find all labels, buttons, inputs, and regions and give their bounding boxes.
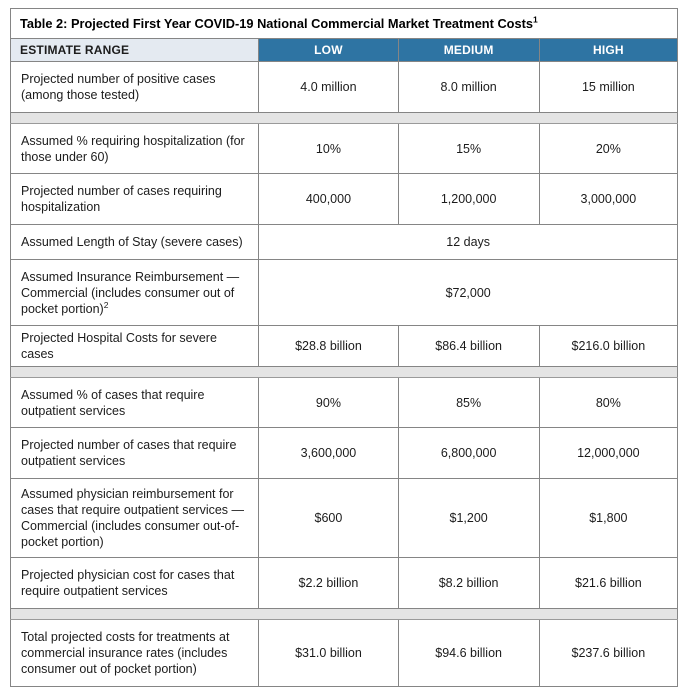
separator-bar (10, 112, 678, 124)
table-row: Assumed % requiring hospitalization (for… (9, 123, 679, 174)
header-row: ESTIMATE RANGE LOW MEDIUM HIGH (9, 38, 679, 62)
row-value-medium: 1,200,000 (397, 173, 540, 225)
footnote-marker-1: 1 (533, 14, 538, 25)
row-value-merged: 12 days (258, 224, 678, 260)
row-value-low: $600 (258, 478, 399, 558)
table-row: Assumed physician reimbursement for case… (9, 478, 679, 558)
column-header-low: LOW (258, 38, 399, 62)
row-value-low: 3,600,000 (258, 427, 399, 479)
row-value-low: $2.2 billion (258, 557, 399, 609)
row-value-medium: 15% (397, 123, 540, 174)
row-value-low: 90% (258, 377, 399, 428)
row-value-medium: 6,800,000 (397, 427, 540, 479)
table-2: Table 2: Projected First Year COVID-19 N… (9, 8, 679, 687)
row-label: Projected Hospital Costs for severe case… (9, 325, 260, 367)
column-header-estimate-range: ESTIMATE RANGE (9, 38, 260, 62)
table-row: Total projected costs for treatments at … (9, 619, 679, 687)
row-value-high: 12,000,000 (538, 427, 679, 479)
row-value-medium: 85% (397, 377, 540, 428)
table-row: Projected number of cases that require o… (9, 427, 679, 479)
table-title: Table 2: Projected First Year COVID-19 N… (10, 8, 678, 39)
row-value-low: 400,000 (258, 173, 399, 225)
row-value-low: 4.0 million (258, 61, 399, 113)
separator-row (10, 608, 678, 620)
row-value-medium: $86.4 billion (397, 325, 540, 367)
row-value-medium: $94.6 billion (397, 619, 540, 687)
table-row: Assumed Insurance Reimbursement — Commer… (9, 259, 678, 326)
row-label: Assumed Insurance Reimbursement — Commer… (9, 259, 260, 326)
separator-bar (10, 608, 678, 620)
row-value-high: 3,000,000 (538, 173, 679, 225)
row-label: Total projected costs for treatments at … (9, 619, 260, 687)
row-label: Projected number of positive cases (amon… (9, 61, 260, 113)
row-label: Projected number of cases requiring hosp… (9, 173, 260, 225)
table-row: Projected Hospital Costs for severe case… (9, 325, 679, 367)
row-value-high: 15 million (538, 61, 679, 113)
row-value-high: $216.0 billion (538, 325, 679, 367)
table-row: Projected number of cases requiring hosp… (9, 173, 679, 225)
row-label: Assumed Length of Stay (severe cases) (9, 224, 260, 260)
separator-row (10, 366, 678, 378)
row-label: Projected physician cost for cases that … (9, 557, 260, 609)
row-value-high: $21.6 billion (538, 557, 679, 609)
row-value-high: 20% (538, 123, 679, 174)
row-value-medium: $1,200 (397, 478, 540, 558)
column-header-high: HIGH (538, 38, 679, 62)
row-value-merged: $72,000 (258, 259, 678, 326)
table-row: Projected number of positive cases (amon… (9, 61, 679, 113)
footnote-marker-2: 2 (103, 299, 109, 310)
row-label: Assumed % requiring hospitalization (for… (9, 123, 260, 174)
row-label: Projected number of cases that require o… (9, 427, 260, 479)
row-value-high: $1,800 (538, 478, 679, 558)
cost-projection-table: Table 2: Projected First Year COVID-19 N… (9, 8, 679, 687)
row-label: Assumed physician reimbursement for case… (9, 478, 260, 558)
row-label: Assumed % of cases that require outpatie… (9, 377, 260, 428)
table-row: Assumed % of cases that require outpatie… (9, 377, 679, 428)
table-row: Assumed Length of Stay (severe cases) 12… (9, 224, 678, 260)
title-row: Table 2: Projected First Year COVID-19 N… (10, 8, 678, 39)
column-header-medium: MEDIUM (397, 38, 540, 62)
row-value-medium: $8.2 billion (397, 557, 540, 609)
row-value-low: $31.0 billion (258, 619, 399, 687)
table-row: Projected physician cost for cases that … (9, 557, 679, 609)
separator-bar (10, 366, 678, 378)
row-value-high: $237.6 billion (538, 619, 679, 687)
separator-row (10, 112, 678, 124)
row-value-medium: 8.0 million (397, 61, 540, 113)
row-value-high: 80% (538, 377, 679, 428)
row-value-low: $28.8 billion (258, 325, 399, 367)
row-value-low: 10% (258, 123, 399, 174)
